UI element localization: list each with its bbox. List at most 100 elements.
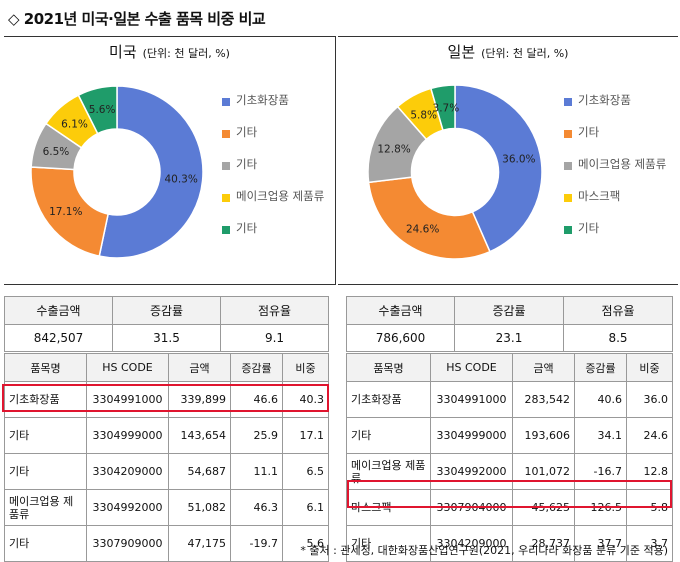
legend-swatch <box>564 194 572 202</box>
jp-slice-label: 12.8% <box>377 144 410 156</box>
summary-header-growth: 증감률 <box>112 296 221 325</box>
summary-header-amount: 수출금액 <box>4 296 113 325</box>
us-legend-item: 기타 <box>222 125 332 157</box>
jp-donut-slice <box>367 176 491 260</box>
legend-label: 기타 <box>236 221 258 235</box>
us-chart-panel: 미국 (단위: 천 달러, %) 40.3% 17.1% 6.5% 6.1% 5.6% 기… <box>4 36 336 285</box>
item-name: 기타 <box>4 525 87 562</box>
legend-swatch <box>564 98 572 106</box>
jp-donut-chart: 36.0% 24.6% 12.8% 5.8%3.7% <box>367 84 543 260</box>
amount: 47,175 <box>168 525 231 562</box>
legend-label: 기초화장품 <box>236 93 289 107</box>
growth: 37.7 <box>574 525 627 562</box>
legend-label: 메이크업용 제품류 <box>578 157 667 171</box>
hs-code: 3304209000 <box>430 525 513 562</box>
jp-legend-item: 마스크팩 <box>564 189 674 221</box>
header-amount: 금액 <box>168 353 231 382</box>
us-chart-title: 미국 <box>109 43 137 61</box>
us-items-table: 품목명 HS CODE 금액 증감률 비중 기초화장품 3304991000 3… <box>4 353 329 562</box>
growth: 11.1 <box>230 453 283 490</box>
share: 6.5 <box>282 453 329 490</box>
header-hs-code: HS CODE <box>86 353 169 382</box>
jp-legend: 기초화장품 기타 메이크업용 제품류 마스크팩 기타 <box>564 93 674 253</box>
jp-chart-title: 일본 <box>447 43 476 61</box>
header-amount: 금액 <box>512 353 575 382</box>
us-highlight-box <box>2 384 329 412</box>
growth: 46.3 <box>230 489 283 526</box>
growth: -19.7 <box>230 525 283 562</box>
table-row: 기타 3304209000 54,687 11.1 6.5 <box>4 453 329 490</box>
us-unit-note: (단위: 천 달러, %) <box>142 47 230 60</box>
us-slice-label: 40.3% <box>164 174 197 186</box>
item-name: 기타 <box>4 417 87 454</box>
legend-label: 기초화장품 <box>578 93 631 107</box>
table-row: 메이크업용 제품류 3304992000 51,082 46.3 6.1 <box>4 489 329 526</box>
us-legend-item: 기초화장품 <box>222 93 332 125</box>
table-row: 메이크업용 제품류 3304992000 101,072 -16.7 12.8 <box>346 453 673 490</box>
legend-swatch <box>564 162 572 170</box>
jp-summary-growth: 23.1 <box>454 324 564 352</box>
legend-swatch <box>564 226 572 234</box>
growth: 25.9 <box>230 417 283 454</box>
legend-label: 기타 <box>236 125 258 139</box>
jp-chart-header: 일본 (단위: 천 달러, %) <box>338 41 678 62</box>
us-donut-chart: 40.3% 17.1% 6.5% 6.1%5.6% <box>30 85 204 259</box>
us-legend: 기초화장품 기타 기타 메이크업용 제품류 기타 <box>222 93 332 253</box>
page-title: ◇ 2021년 미국·일본 수출 품목 비중 비교 <box>8 10 266 28</box>
header-share: 비중 <box>282 353 329 382</box>
us-legend-item: 기타 <box>222 221 332 253</box>
summary-header-share: 점유율 <box>563 296 673 325</box>
us-summary-amount: 842,507 <box>4 324 113 352</box>
hs-code: 3304999000 <box>86 417 169 454</box>
us-donut-slice <box>77 85 118 135</box>
jp-unit-note: (단위: 천 달러, %) <box>481 47 569 60</box>
legend-label: 메이크업용 제품류 <box>236 189 325 203</box>
hs-code: 3304992000 <box>86 489 169 526</box>
growth: 40.6 <box>574 381 627 418</box>
table-row: 기타 3304999000 143,654 25.9 17.1 <box>4 417 329 454</box>
amount: 51,082 <box>168 489 231 526</box>
jp-summary-share: 8.5 <box>563 324 673 352</box>
amount: 283,542 <box>512 381 575 418</box>
hs-code: 3307909000 <box>86 525 169 562</box>
us-slice-label: 5.6% <box>89 104 116 116</box>
amount: 143,654 <box>168 417 231 454</box>
table-row: 기타 3304999000 193,606 34.1 24.6 <box>346 417 673 454</box>
us-summary-growth: 31.5 <box>112 324 221 352</box>
header-growth: 증감률 <box>574 353 627 382</box>
table-row: 기타 3307909000 47,175 -19.7 5.6 <box>4 525 329 562</box>
jp-donut-slice <box>429 84 456 132</box>
item-name: 기타 <box>346 417 431 454</box>
item-name: 메이크업용 제품류 <box>346 453 431 490</box>
amount: 54,687 <box>168 453 231 490</box>
jp-legend-item: 기타 <box>564 125 674 157</box>
growth: -16.7 <box>574 453 627 490</box>
us-legend-item: 메이크업용 제품류 <box>222 189 332 221</box>
summary-header-amount: 수출금액 <box>346 296 455 325</box>
hs-code: 3304209000 <box>86 453 169 490</box>
us-donut-slice <box>98 85 204 259</box>
source-note: * 출처 : 관세청, 대한화장품산업연구원(2021, 우리나라 화장품 분류… <box>300 544 668 557</box>
growth: 34.1 <box>574 417 627 454</box>
us-legend-item: 기타 <box>222 157 332 189</box>
header-hs-code: HS CODE <box>430 353 513 382</box>
legend-swatch <box>222 194 230 202</box>
table-row: 기초화장품 3304991000 283,542 40.6 36.0 <box>346 381 673 418</box>
jp-summary-table: 수출금액 증감률 점유율 786,600 23.1 8.5 <box>346 296 673 352</box>
hs-code: 3304991000 <box>430 381 513 418</box>
jp-donut-slice <box>454 84 543 253</box>
jp-slice-label: 24.6% <box>406 224 439 236</box>
legend-label: 기타 <box>578 125 600 139</box>
item-name: 메이크업용 제품류 <box>4 489 87 526</box>
legend-swatch <box>564 130 572 138</box>
header-growth: 증감률 <box>230 353 283 382</box>
summary-header-growth: 증감률 <box>454 296 564 325</box>
jp-highlight-box <box>347 480 672 508</box>
us-slice-label: 17.1% <box>49 206 82 218</box>
hs-code: 3304999000 <box>430 417 513 454</box>
summary-header-share: 점유율 <box>220 296 329 325</box>
jp-summary-amount: 786,600 <box>346 324 455 352</box>
header-share: 비중 <box>626 353 673 382</box>
us-slice-label: 6.1% <box>61 118 88 130</box>
hs-code: 3304992000 <box>430 453 513 490</box>
